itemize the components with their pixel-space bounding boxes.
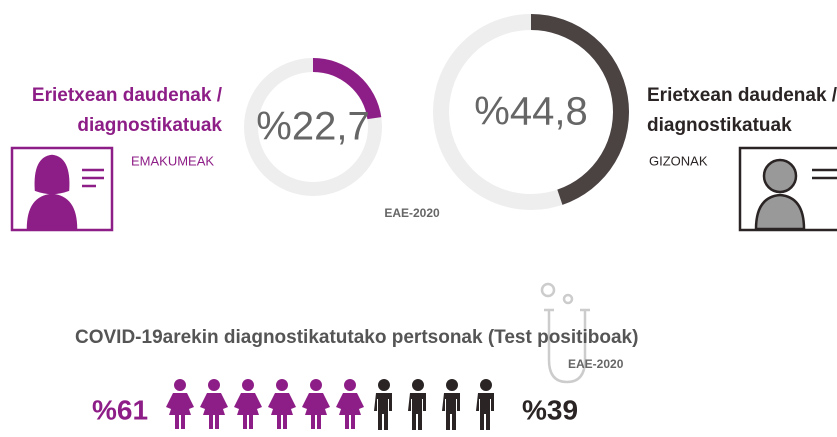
women-percent: %61 [92, 394, 148, 425]
person-head [276, 379, 288, 391]
men-percent: %39 [522, 394, 578, 425]
test-tube [540, 282, 590, 384]
person-head [208, 379, 220, 391]
person-body [374, 393, 392, 430]
covid-title: COVID-19arekin diagnostikatutako pertson… [75, 327, 638, 348]
person-body [336, 393, 364, 429]
person-body [302, 393, 330, 429]
source: EAE-2020 [384, 206, 440, 220]
person-head [344, 379, 356, 391]
men-group: GIZONAK [649, 153, 708, 168]
person-head [412, 379, 424, 391]
donut-label: %44,8 [474, 90, 587, 134]
donut-label: %22,7 [256, 105, 369, 149]
person-head [378, 379, 390, 391]
men-label: Erietxean daudenak / [647, 85, 837, 106]
person-head [242, 379, 254, 391]
women-label: diagnostikatuak [77, 115, 222, 136]
content: Erietxean daudenak / diagnostikatuak EMA… [10, 14, 837, 430]
person-head [446, 379, 458, 391]
donut-arc [312, 58, 382, 120]
person-head [480, 379, 492, 391]
covid-source: EAE-2020 [568, 357, 624, 371]
person-body [476, 393, 494, 430]
person-body [442, 393, 460, 430]
person-body [166, 393, 194, 429]
person-body [234, 393, 262, 429]
women-pictogram [166, 379, 364, 429]
person-head [174, 379, 186, 391]
person-body [200, 393, 228, 429]
women-label: Erietxean daudenak / [32, 85, 223, 106]
men-label: diagnostikatuak [647, 115, 792, 136]
person-body [408, 393, 426, 430]
women-icon [10, 146, 114, 232]
men-pictogram [374, 379, 494, 430]
men-icon [738, 146, 837, 232]
person-head [310, 379, 322, 391]
person-body [268, 393, 296, 429]
women-group: EMAKUMEAK [131, 153, 214, 168]
donut-arc [530, 14, 629, 205]
